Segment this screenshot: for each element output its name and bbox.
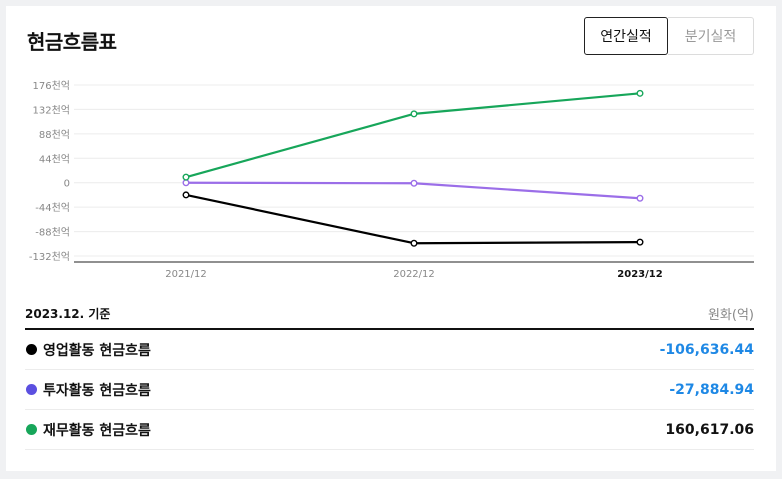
x-tick-label: 2023/12	[617, 269, 662, 280]
y-tick-label: 88천억	[39, 129, 70, 141]
data-point	[636, 194, 644, 202]
table-header: 2023.12. 기준 원화(억)	[25, 303, 754, 330]
series-line	[185, 92, 641, 179]
table-row: 재무활동 현금흐름 160,617.06	[25, 410, 754, 450]
y-tick-label: -88천억	[35, 227, 70, 239]
y-tick-label: -132천억	[29, 251, 70, 263]
cash-flow-line-chart: 176천억 132천억 88천억 44천억 0 -44천억 -88천억 -132천억 2021/…	[29, 80, 754, 280]
y-tick-label: 44천억	[39, 153, 70, 165]
row-value: -106,636.44	[659, 341, 754, 358]
currency-unit: 원화(억)	[707, 308, 754, 323]
row-value: 160,617.06	[665, 421, 754, 438]
legend-dot-icon	[26, 344, 37, 355]
row-value: -27,884.94	[669, 381, 754, 398]
data-point	[636, 89, 644, 97]
data-point	[182, 179, 190, 187]
data-point	[182, 191, 190, 199]
data-point	[182, 173, 190, 181]
tab-quarterly[interactable]: 분기실적	[668, 17, 754, 55]
row-label: 투자활동 현금흐름	[43, 382, 151, 399]
y-tick-label: -44천억	[35, 202, 70, 214]
basis-date: 2023.12. 기준	[25, 307, 111, 321]
series-line	[185, 193, 641, 245]
y-tick-label: 132천억	[33, 104, 71, 116]
table-row: 영업활동 현금흐름 -106,636.44	[25, 330, 754, 370]
row-label: 영업활동 현금흐름	[43, 342, 151, 359]
legend-dot-icon	[26, 384, 37, 395]
y-tick-label: 176천억	[33, 80, 71, 92]
data-point	[410, 179, 418, 187]
data-point	[410, 110, 418, 118]
cash-flow-card: 현금흐름표 연간실적 분기실적 176천억 132천억 88천억 44천억 0 -44천억…	[6, 6, 776, 471]
tab-annual[interactable]: 연간실적	[584, 17, 668, 55]
x-tick-label: 2022/12	[393, 269, 435, 280]
legend-dot-icon	[26, 424, 37, 435]
data-point	[410, 239, 418, 247]
x-tick-label: 2021/12	[165, 269, 207, 280]
y-tick-label: 0	[64, 179, 70, 190]
cash-flow-table: 영업활동 현금흐름 -106,636.44 투자활동 현금흐름 -27,884.…	[25, 330, 754, 450]
table-row: 투자활동 현금흐름 -27,884.94	[25, 370, 754, 410]
page-title: 현금흐름표	[27, 30, 117, 54]
data-point	[636, 238, 644, 246]
row-label: 재무활동 현금흐름	[43, 422, 151, 439]
